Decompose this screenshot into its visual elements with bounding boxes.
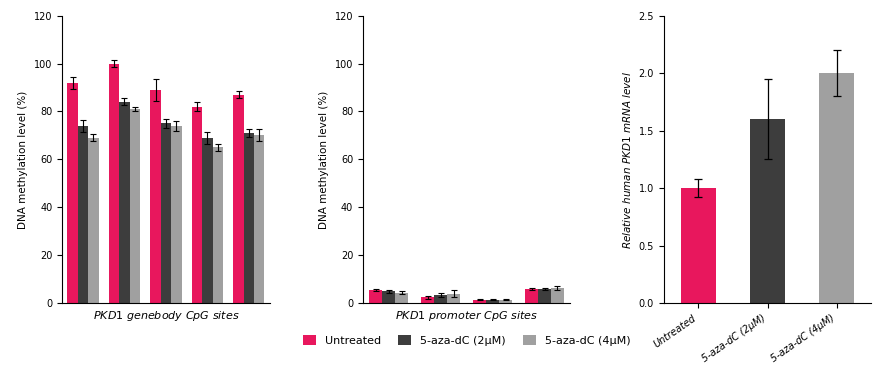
X-axis label: $PKD1$ genebody CpG sites: $PKD1$ genebody CpG sites — [92, 309, 239, 323]
Bar — [447, 294, 461, 303]
Bar — [820, 73, 854, 303]
Y-axis label: DNA methylation level (%): DNA methylation level (%) — [19, 90, 28, 229]
Bar — [244, 133, 254, 303]
Bar — [538, 289, 551, 303]
Bar — [421, 297, 435, 303]
Bar — [473, 300, 486, 303]
Bar — [525, 289, 538, 303]
Bar — [109, 63, 119, 303]
Bar — [382, 291, 396, 303]
Bar — [68, 83, 78, 303]
Bar — [119, 102, 130, 303]
Bar — [681, 188, 716, 303]
Y-axis label: DNA methylation level (%): DNA methylation level (%) — [319, 90, 329, 229]
Bar — [486, 300, 499, 303]
Bar — [192, 107, 203, 303]
Bar — [254, 135, 265, 303]
Bar — [78, 126, 88, 303]
Bar — [396, 293, 408, 303]
Bar — [172, 126, 181, 303]
Legend: Untreated, 5-aza-dC (2μM), 5-aza-dC (4μM): Untreated, 5-aza-dC (2μM), 5-aza-dC (4μM… — [303, 335, 630, 346]
Bar — [88, 138, 99, 303]
Bar — [130, 109, 140, 303]
Bar — [233, 95, 244, 303]
Bar — [551, 288, 564, 303]
Bar — [435, 295, 447, 303]
Bar — [161, 123, 172, 303]
Bar — [212, 147, 223, 303]
Y-axis label: Relative human $PKD1$ mRNA level: Relative human $PKD1$ mRNA level — [621, 70, 633, 249]
Bar — [370, 290, 382, 303]
Bar — [150, 90, 161, 303]
X-axis label: $PKD1$ promoter CpG sites: $PKD1$ promoter CpG sites — [395, 309, 539, 323]
Bar — [203, 138, 212, 303]
Bar — [499, 300, 512, 303]
Bar — [750, 119, 785, 303]
